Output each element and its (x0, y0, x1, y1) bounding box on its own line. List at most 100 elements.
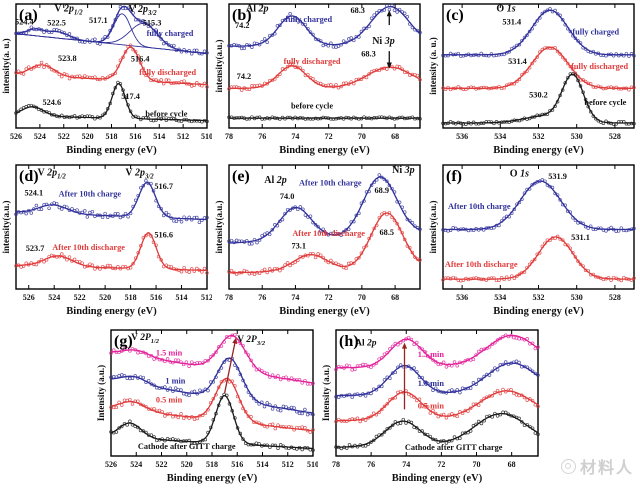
annotation: before cycle (291, 102, 333, 111)
fit-curve-fully-discharged (443, 46, 634, 89)
data-point (93, 37, 97, 42)
data-point (288, 12, 292, 16)
data-point (339, 233, 343, 238)
x-axis-label: Binding energy (eV) (279, 145, 370, 156)
panel-letter: (c) (446, 7, 464, 24)
annotation: 73.1 (291, 242, 306, 251)
y-axis-label: intensity (a. u.) (428, 37, 438, 95)
annotation: 517.1 (89, 16, 108, 25)
data-point (530, 183, 534, 187)
annotation: After 10th charge (299, 178, 362, 187)
data-point (205, 85, 209, 89)
annotation: 531.1 (571, 233, 590, 242)
data-point (42, 65, 46, 69)
data-point (402, 11, 407, 16)
data-point (313, 255, 318, 260)
data-point (179, 412, 183, 416)
data-point (278, 408, 283, 413)
x-tick-label: 518 (125, 293, 137, 302)
data-point (471, 120, 476, 125)
x-tick-label: 526 (23, 293, 35, 302)
x-tick-label: 522 (58, 132, 70, 141)
annotation: before cycle (584, 98, 626, 107)
x-tick-label: 78 (225, 293, 233, 302)
annotation: V 2P1/2 (131, 333, 160, 345)
x-tick-label: 76 (367, 460, 375, 469)
annotation: 515.3 (143, 19, 162, 28)
data-point (385, 179, 389, 184)
data-point (522, 71, 527, 75)
data-point (479, 377, 484, 382)
x-tick-label: 512 (177, 132, 189, 141)
data-point (90, 209, 95, 214)
data-point (316, 252, 320, 256)
data-point (21, 72, 26, 76)
data-point (520, 420, 524, 424)
data-point (173, 386, 178, 390)
data-point (311, 412, 315, 417)
data-point (455, 363, 459, 368)
data-point (152, 406, 156, 411)
x-tick-label: 536 (456, 293, 468, 302)
panel-c: 536 534 532 530 528 Binding energy (eV) intens… (428, 1, 639, 160)
panel-letter: (b) (232, 7, 252, 24)
annotation: O 1s (510, 169, 529, 180)
data-point (136, 17, 140, 22)
data-point (98, 42, 102, 46)
x-tick-label: 516 (150, 293, 162, 302)
panel-a-chart: 526 524 522 520 518 516 514 512 510 Binding energ… (1, 3, 212, 156)
fit-curve-after-10th-discharge (443, 236, 634, 280)
annotation: Cathode after GITT charge (405, 443, 503, 452)
data-point (329, 83, 333, 87)
data-point (270, 227, 275, 232)
data-point (372, 13, 376, 17)
x-tick-label: 534 (494, 293, 506, 302)
data-point (146, 116, 151, 121)
annotation: 68.3 (361, 50, 376, 59)
annotation: 0.5 min (156, 395, 183, 404)
annotation: 74.0 (280, 192, 295, 201)
fit-curve-after-10th-charge (15, 181, 208, 221)
data-point (187, 270, 191, 274)
data-point (363, 394, 368, 398)
fit-curve-1-min (110, 357, 314, 414)
fit-curve-after-10th-discharge (16, 232, 207, 272)
arrow-head (401, 342, 408, 349)
x-tick-label: 512 (201, 293, 212, 302)
y-axis-label: intensity(a. u.) (1, 38, 11, 93)
data-point (14, 111, 18, 115)
arrow-head (232, 337, 238, 344)
data-point (72, 257, 77, 262)
annotation: 522.5 (47, 19, 66, 28)
data-point (533, 346, 538, 351)
annotation: V 2p1/2 (54, 3, 83, 16)
data-point (198, 388, 202, 392)
watermark-logo-icon (560, 458, 576, 474)
data-point (283, 117, 287, 121)
data-point (189, 217, 194, 222)
x-axis-label: Binding energy (eV) (167, 473, 258, 484)
panel-letter: (g) (114, 333, 133, 350)
data-point (187, 393, 191, 398)
data-point (260, 233, 264, 238)
x-tick-label: 512 (282, 460, 294, 469)
data-point (262, 37, 267, 41)
data-point (560, 18, 565, 22)
panel-f-chart: 536 534 532 530 528 Binding energy (eV) intens… (428, 164, 636, 317)
annotation: fully discharged (139, 68, 196, 77)
annotation: 1.5 min (156, 349, 183, 358)
data-point (29, 25, 34, 29)
x-tick-label: 520 (82, 132, 94, 141)
annotation: fully discharged (571, 62, 628, 71)
x-axis-label: Binding energy (eV) (493, 145, 584, 156)
data-point (283, 18, 287, 22)
data-point (242, 46, 247, 51)
data-point (39, 60, 44, 65)
x-tick-label: 78 (225, 132, 233, 141)
annotation: before cycle (145, 110, 187, 119)
annotation: 0.5 min (418, 402, 445, 411)
annotation: 523.8 (58, 54, 77, 63)
x-tick-label: 514 (257, 460, 269, 469)
annotation: 523.7 (26, 244, 45, 253)
data-point (250, 241, 254, 246)
